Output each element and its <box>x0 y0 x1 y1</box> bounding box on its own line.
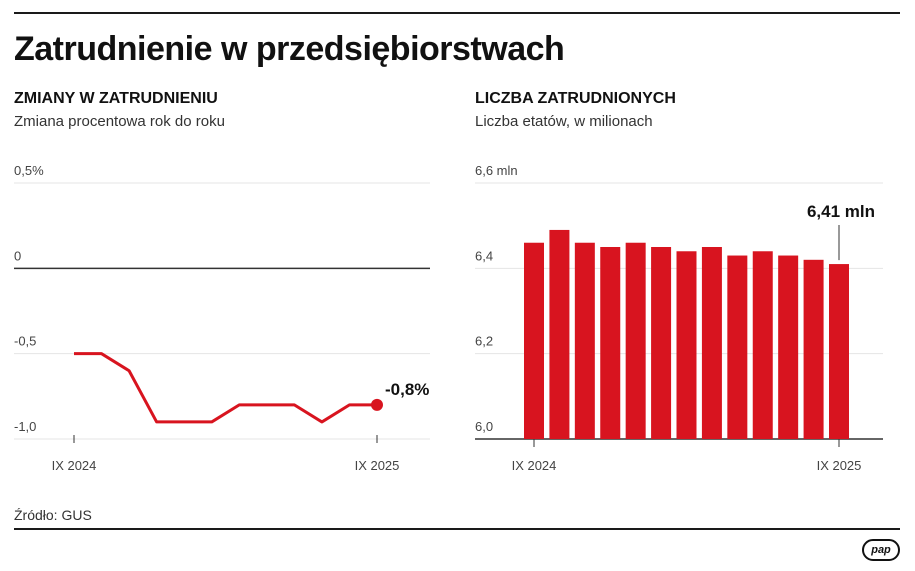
bar <box>625 242 646 439</box>
y-tick-label: 6,4 <box>475 248 493 263</box>
bar <box>752 251 773 439</box>
bar <box>600 247 621 439</box>
pap-logo: pap <box>862 539 900 561</box>
y-tick-label: 6,6 mln <box>475 163 518 178</box>
line-chart: 0,5% 0 -0,5 -1,0 IX 2024 IX 2025 -0,8% <box>14 163 430 473</box>
series-line <box>74 352 377 424</box>
source-note: Źródło: GUS <box>14 507 92 523</box>
line-chart-subtitle: Zmiana procentowa rok do roku <box>14 113 225 130</box>
bar <box>676 251 697 439</box>
bar-chart: 6,6 mln 6,4 6,2 6,0 IX 2024 IX 2025 6,41 mln <box>475 163 883 473</box>
page-title: Zatrudnienie w przedsiębiorstwach <box>14 30 565 68</box>
bottom-rule <box>14 528 900 530</box>
bar <box>803 259 824 439</box>
bar <box>829 264 849 439</box>
bar-chart-subtitle: Liczba etatów, w milionach <box>475 113 653 130</box>
y-tick-label: 0,5% <box>14 163 44 178</box>
y-tick-label: 6,0 <box>475 419 493 434</box>
bar <box>524 242 544 439</box>
x-tick-label: IX 2024 <box>512 458 557 473</box>
x-tick-label: IX 2024 <box>52 458 97 473</box>
last-point-marker <box>371 398 383 411</box>
y-tick-label: 0 <box>14 248 21 263</box>
x-tick-label: IX 2025 <box>817 458 862 473</box>
y-tick-label: -0,5 <box>14 334 36 349</box>
bar-chart-title: LICZBA ZATRUDNIONYCH <box>475 90 676 107</box>
x-tick-label: IX 2025 <box>355 458 400 473</box>
top-rule <box>14 12 900 14</box>
bar <box>701 247 722 439</box>
bar <box>651 247 672 439</box>
bar <box>574 242 595 439</box>
bar <box>549 229 570 439</box>
last-value-label: 6,41 mln <box>807 202 875 221</box>
y-tick-label: -1,0 <box>14 419 36 434</box>
bar <box>778 255 799 439</box>
last-value-label: -0,8% <box>385 380 429 399</box>
line-chart-title: ZMIANY W ZATRUDNIENIU <box>14 90 218 107</box>
y-tick-label: 6,2 <box>475 334 493 349</box>
bar <box>727 255 748 439</box>
